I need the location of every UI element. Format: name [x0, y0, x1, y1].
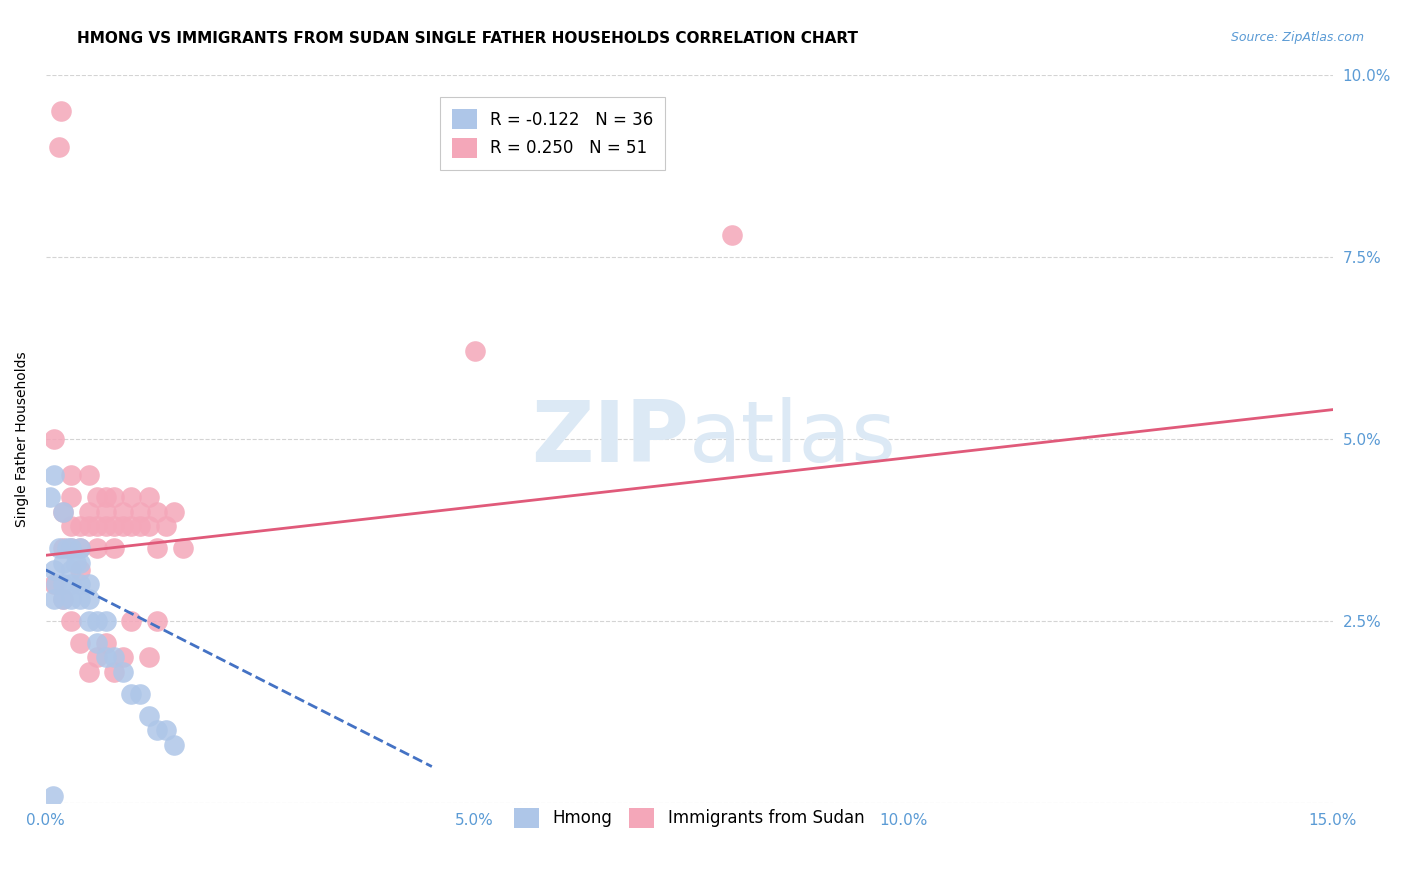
Point [69, 519, 91, 533]
Point [86, 541, 108, 555]
Point [77, 505, 100, 519]
Point [60, 490, 83, 504]
Point [44, 577, 66, 591]
Point [60, 614, 83, 628]
Text: Source: ZipAtlas.com: Source: ZipAtlas.com [1230, 31, 1364, 45]
Point [86, 519, 108, 533]
Point [155, 723, 177, 738]
Point [69, 636, 91, 650]
Text: atlas: atlas [689, 397, 897, 480]
Point [129, 505, 152, 519]
Point [94, 490, 117, 504]
Text: HMONG VS IMMIGRANTS FROM SUDAN SINGLE FATHER HOUSEHOLDS CORRELATION CHART: HMONG VS IMMIGRANTS FROM SUDAN SINGLE FA… [77, 31, 858, 46]
Point [69, 541, 91, 555]
Point [121, 490, 143, 504]
Point [49, 103, 72, 118]
Point [77, 665, 100, 679]
Legend: Hmong, Immigrants from Sudan: Hmong, Immigrants from Sudan [508, 801, 870, 835]
Point [103, 519, 125, 533]
Point [121, 614, 143, 628]
Point [155, 519, 177, 533]
Point [138, 490, 160, 504]
Point [721, 227, 744, 242]
Point [44, 563, 66, 577]
Point [60, 519, 83, 533]
Point [52, 556, 75, 570]
Point [60, 592, 83, 607]
Point [52, 505, 75, 519]
Point [111, 665, 134, 679]
Point [52, 592, 75, 607]
Point [138, 708, 160, 723]
Point [44, 468, 66, 483]
Point [60, 541, 83, 555]
Text: ZIP: ZIP [531, 397, 689, 480]
Point [52, 505, 75, 519]
Point [60, 541, 83, 555]
Point [111, 519, 134, 533]
Point [86, 636, 108, 650]
Point [60, 577, 83, 591]
Point [86, 614, 108, 628]
Point [103, 665, 125, 679]
Point [94, 505, 117, 519]
Point [103, 650, 125, 665]
Point [464, 344, 486, 359]
Point [65, 556, 87, 570]
Point [60, 563, 83, 577]
Point [94, 614, 117, 628]
Point [163, 505, 186, 519]
Point [172, 541, 194, 555]
Point [77, 577, 100, 591]
Point [52, 577, 75, 591]
Point [94, 650, 117, 665]
Point [77, 592, 100, 607]
Point [121, 519, 143, 533]
Point [138, 519, 160, 533]
Point [129, 687, 152, 701]
Point [52, 541, 75, 555]
Point [48, 140, 70, 154]
Y-axis label: Single Father Households: Single Father Households [15, 351, 30, 526]
Point [77, 614, 100, 628]
Point [94, 636, 117, 650]
Point [44, 432, 66, 446]
Point [94, 519, 117, 533]
Point [146, 723, 169, 738]
Point [60, 468, 83, 483]
Point [69, 592, 91, 607]
Point [69, 563, 91, 577]
Point [103, 541, 125, 555]
Point [111, 650, 134, 665]
Point [77, 519, 100, 533]
Point [45, 577, 67, 591]
Point [39, 490, 62, 504]
Point [44, 592, 66, 607]
Point [56, 541, 79, 555]
Point [41, 789, 63, 803]
Point [86, 490, 108, 504]
Point [146, 541, 169, 555]
Point [138, 650, 160, 665]
Point [77, 468, 100, 483]
Point [86, 650, 108, 665]
Point [103, 490, 125, 504]
Point [111, 505, 134, 519]
Point [69, 556, 91, 570]
Point [121, 687, 143, 701]
Point [163, 738, 186, 752]
Point [146, 614, 169, 628]
Point [69, 541, 91, 555]
Point [52, 592, 75, 607]
Point [69, 577, 91, 591]
Point [48, 541, 70, 555]
Point [146, 505, 169, 519]
Point [129, 519, 152, 533]
